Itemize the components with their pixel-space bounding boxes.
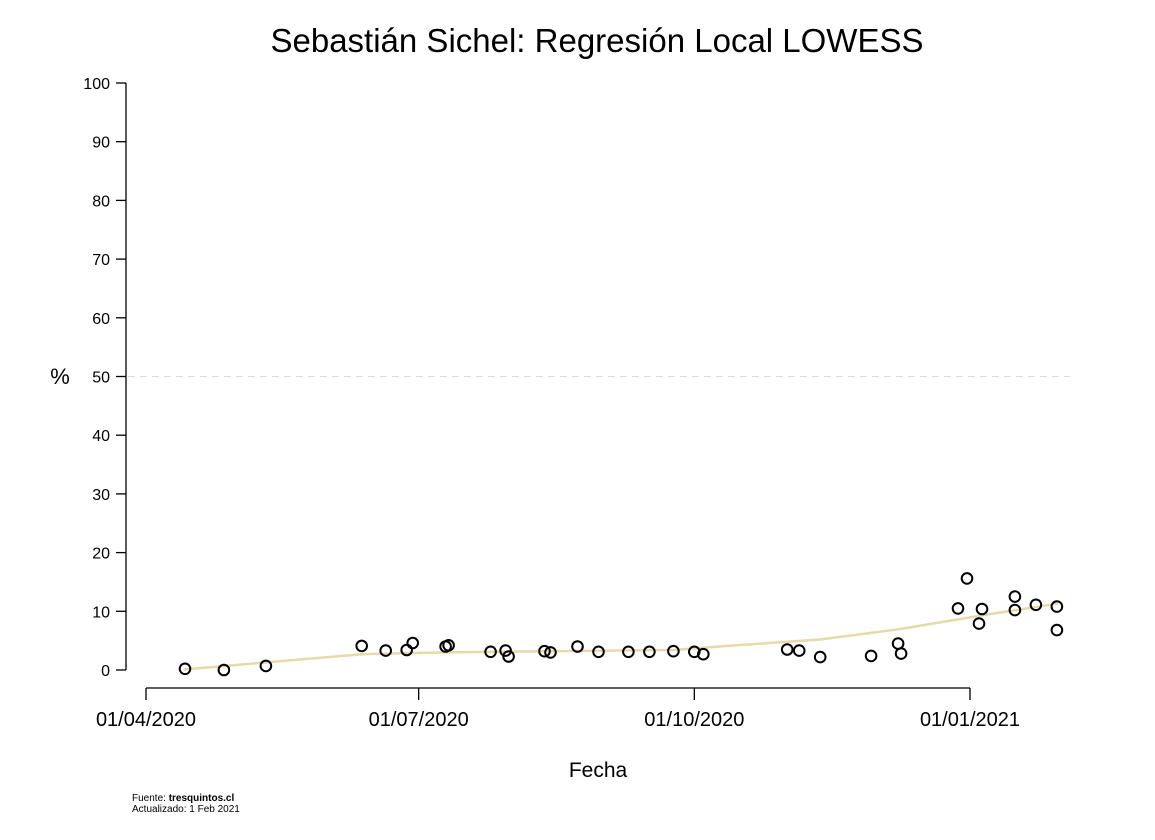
y-tick-label: 50 [92,370,110,387]
data-point [780,643,794,656]
data-point [259,659,273,673]
y-axis-title: % [50,364,70,389]
x-tick-label: 01/04/2020 [96,709,196,731]
updated-note: Actualizado: 1 Feb 2021 [132,804,240,815]
data-point [1029,598,1043,612]
data-point [864,649,878,663]
data-point [894,647,908,660]
y-tick-label: 70 [92,252,110,269]
data-point [538,644,551,658]
data-point [1050,623,1064,637]
data-points-group [178,572,1064,677]
y-tick-label: 90 [92,135,110,152]
chart-title: Sebastián Sichel: Regresión Local LOWESS [270,22,923,59]
data-point [592,645,605,659]
data-point [622,645,635,659]
data-point [1008,603,1022,617]
x-axis-title: Fecha [569,759,628,782]
x-axis: 01/04/2020 01/07/2020 01/10/2020 01/01/2021 [96,687,1020,731]
y-tick-label: 60 [92,311,110,328]
data-point [891,637,905,650]
y-tick-label: 40 [92,428,110,445]
y-tick-label: 80 [92,193,110,210]
data-point [442,639,455,652]
data-point [499,644,512,657]
data-point [697,647,710,661]
data-point [406,636,420,650]
data-point [643,645,656,659]
lowess-line-group [183,602,1059,671]
data-point [178,662,192,676]
data-point [355,639,369,653]
source-note: Fuente: tresquintos.cl Actualizado: 1 Fe… [132,793,240,815]
data-point [667,644,680,658]
x-tick-label: 01/01/2021 [920,709,1020,731]
lowess-line [183,602,1059,671]
data-point [502,650,515,663]
source-link[interactable]: tresquintos.cl [168,793,235,804]
data-point [975,602,989,616]
source-label: Fuente: [132,793,169,804]
data-point [972,617,986,630]
y-tick-label: 100 [83,76,110,93]
data-point [379,644,393,657]
data-point [792,644,806,657]
data-point [544,646,557,659]
x-tick-label: 01/10/2020 [644,709,744,731]
data-point [813,650,827,664]
data-point [217,663,231,677]
data-point [1008,590,1022,603]
data-point [951,602,965,615]
data-point [960,572,974,585]
y-tick-label: 0 [101,663,110,680]
data-point [1050,600,1064,613]
y-tick-label: 20 [92,546,110,563]
y-tick-label: 30 [92,487,110,504]
x-tick-label: 01/07/2020 [369,709,469,731]
y-axis: 0 10 20 30 40 50 60 70 80 90 100 [83,76,127,680]
data-point [484,645,497,659]
y-tick-label: 10 [92,604,110,621]
data-point [571,640,584,653]
